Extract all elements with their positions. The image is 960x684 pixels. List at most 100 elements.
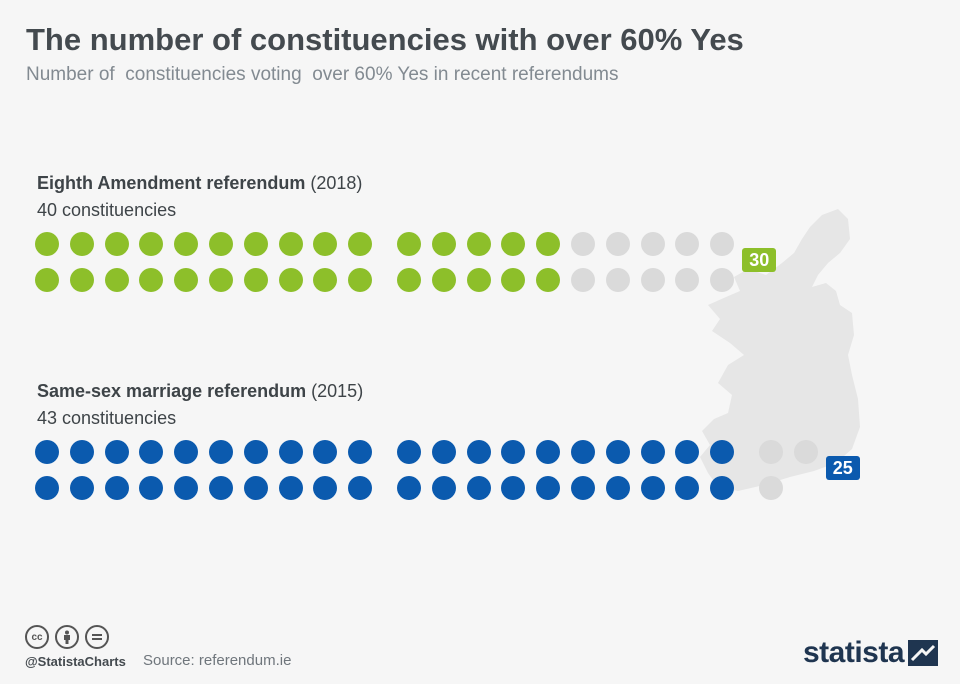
group-name: Eighth Amendment referendum — [37, 173, 306, 193]
constituency-dot-yes — [397, 440, 421, 464]
constituency-dot-yes — [348, 268, 373, 292]
constituency-dot-yes — [397, 476, 421, 500]
constituency-dot-yes — [69, 476, 94, 500]
constituency-dot-yes — [209, 268, 233, 292]
constituency-dot-other — [710, 268, 735, 292]
license-icons: cc — [25, 625, 109, 649]
constituency-dot-yes — [174, 232, 199, 256]
constituency-dot-yes — [243, 440, 268, 464]
constituency-dot-yes — [174, 268, 199, 292]
constituency-dot-yes — [243, 268, 268, 292]
constituency-dot-yes — [501, 440, 526, 464]
constituency-dot-other — [605, 232, 630, 256]
constituency-dot-yes — [209, 476, 233, 500]
constituency-dot-yes — [605, 440, 630, 464]
constituency-dot-yes — [348, 476, 373, 500]
constituency-dot-yes — [139, 268, 164, 292]
constituency-dot-yes — [139, 476, 164, 500]
group-year: (2015) — [311, 381, 364, 401]
constituency-dot-yes — [605, 476, 630, 500]
twitter-handle[interactable]: @StatistaCharts — [25, 654, 126, 669]
group-total-label: 40 constituencies — [37, 200, 177, 220]
constituency-dot-yes — [35, 268, 59, 292]
constituency-dot-yes — [69, 440, 94, 464]
constituency-dot-yes — [397, 232, 421, 256]
chart-title: The number of constituencies with over 6… — [26, 22, 744, 57]
group-total-label: 43 constituencies — [37, 408, 177, 428]
constituency-dot-other — [793, 440, 818, 464]
constituency-dot-yes — [536, 476, 561, 500]
constituency-dot-yes — [69, 268, 94, 292]
constituency-dot-other — [675, 232, 700, 256]
constituency-dot-yes — [501, 232, 526, 256]
constituency-dot-yes — [536, 440, 561, 464]
constituency-dot-yes — [104, 232, 129, 256]
constituency-dot-yes — [640, 476, 665, 500]
constituency-dot-yes — [243, 232, 268, 256]
constituency-dot-yes — [313, 268, 338, 292]
constituency-dot-other — [605, 268, 630, 292]
constituency-dot-yes — [431, 232, 456, 256]
constituency-dot-other — [675, 268, 700, 292]
constituency-dot-other — [710, 232, 735, 256]
constituency-dot-yes — [243, 476, 268, 500]
constituency-dot-yes — [69, 232, 94, 256]
statista-logo-text: statista — [803, 636, 905, 669]
constituency-dot-yes — [536, 232, 561, 256]
group-title: Same-sex marriage referendum (2015) — [37, 381, 363, 402]
constituency-dot-yes — [104, 476, 129, 500]
constituency-dot-yes — [278, 476, 303, 500]
constituency-dot-yes — [139, 232, 164, 256]
constituency-dot-yes — [174, 476, 199, 500]
constituency-dot-yes — [466, 476, 491, 500]
constituency-dot-yes — [348, 440, 373, 464]
group-year: (2018) — [310, 173, 363, 193]
constituency-dot-yes — [501, 476, 526, 500]
constituency-dot-yes — [313, 232, 338, 256]
constituency-dot-yes — [104, 440, 129, 464]
constituency-dot-yes — [466, 440, 491, 464]
constituency-dot-yes — [675, 476, 700, 500]
constituency-dot-other — [571, 268, 595, 292]
constituency-dot-other — [640, 232, 665, 256]
constituency-dot-yes — [431, 268, 456, 292]
constituency-dot-other — [759, 476, 783, 500]
constituency-dot-yes — [710, 476, 735, 500]
constituency-dot-yes — [278, 268, 303, 292]
constituency-dot-yes — [209, 232, 233, 256]
constituency-dot-yes — [35, 476, 59, 500]
constituency-dot-yes — [139, 440, 164, 464]
constituency-dot-yes — [675, 440, 700, 464]
statista-logo[interactable]: statista — [803, 636, 939, 670]
statista-logo-mark-icon — [908, 640, 939, 666]
attribution-icon — [55, 625, 79, 649]
constituency-dot-yes — [466, 268, 491, 292]
constituency-dot-yes — [278, 232, 303, 256]
constituency-dot-other — [640, 268, 665, 292]
constituency-dot-yes — [536, 268, 561, 292]
group-title: Eighth Amendment referendum (2018) — [37, 173, 362, 194]
constituency-dot-yes — [313, 476, 338, 500]
constituency-dot-yes — [501, 268, 526, 292]
constituency-dot-yes — [104, 268, 129, 292]
constituency-dot-yes — [35, 232, 59, 256]
constituency-dot-yes — [710, 440, 735, 464]
constituency-dot-yes — [313, 440, 338, 464]
constituency-dot-other — [571, 232, 595, 256]
source-note: Source: referendum.ie — [143, 652, 292, 669]
constituency-dot-yes — [278, 440, 303, 464]
constituency-dot-other — [759, 440, 783, 464]
constituency-dot-yes — [431, 476, 456, 500]
constituency-dot-yes — [209, 440, 233, 464]
constituency-dot-yes — [431, 440, 456, 464]
value-badge: 30 — [742, 248, 777, 272]
constituency-dot-yes — [35, 440, 59, 464]
value-badge: 25 — [825, 456, 860, 480]
ireland-map — [700, 209, 860, 491]
constituency-dot-yes — [466, 232, 491, 256]
constituency-dot-yes — [348, 232, 373, 256]
constituency-dot-yes — [571, 476, 595, 500]
no-derivatives-icon — [85, 625, 109, 649]
constituency-dot-yes — [397, 268, 421, 292]
group-name: Same-sex marriage referendum — [37, 381, 307, 401]
